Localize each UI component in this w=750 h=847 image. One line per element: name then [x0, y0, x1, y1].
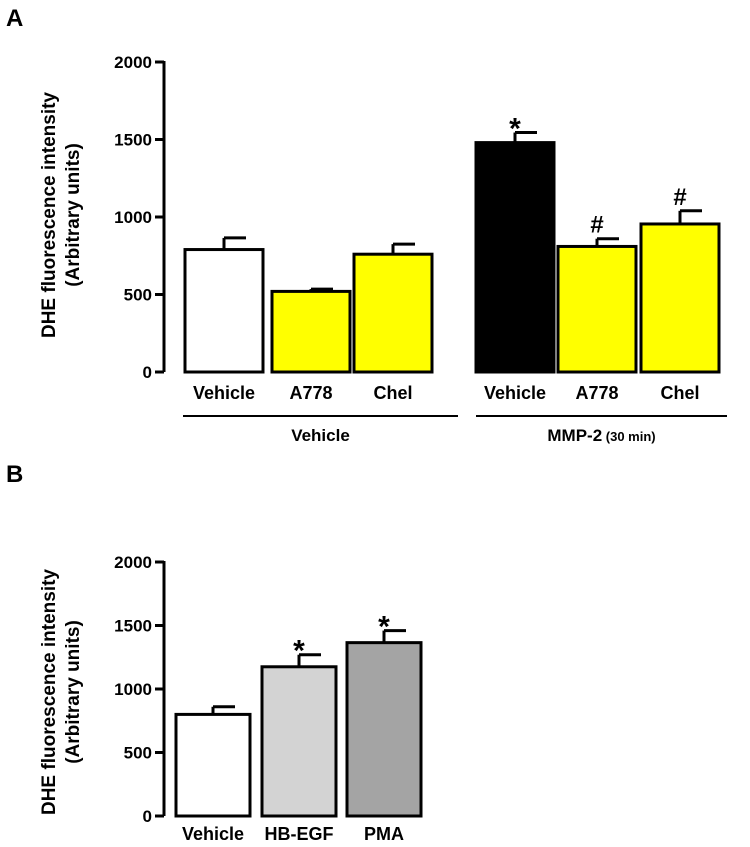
- a-ytick-label: 1500: [114, 131, 152, 150]
- panel-b-bars: **: [174, 611, 423, 818]
- b-bar: [345, 641, 423, 818]
- a-ytick-label: 0: [143, 363, 152, 382]
- a-bar: [474, 141, 556, 374]
- a-group-label-main: MMP-2: [547, 426, 602, 445]
- panel-b-ylabel-line2: (Arbitrary units): [63, 620, 84, 764]
- a-x-label: Chel: [373, 383, 412, 403]
- a-bar-annotation: *: [509, 113, 521, 146]
- b-bar-annotation: *: [293, 635, 305, 668]
- b-bar: [260, 665, 338, 818]
- a-group-label: MMP-2 (30 min): [547, 426, 655, 445]
- b-ytick-label: 1000: [114, 680, 152, 699]
- a-x-label: Vehicle: [193, 383, 255, 403]
- panel-b-ylabel-line1: DHE fluorescence intensity: [39, 569, 60, 815]
- panel-b: B DHE fluorescence intensity (Arbitrary …: [6, 461, 423, 844]
- a-ytick-label: 1000: [114, 208, 152, 227]
- b-x-label: PMA: [364, 824, 404, 844]
- b-x-label: HB-EGF: [265, 824, 334, 844]
- a-bar: [556, 244, 638, 374]
- panel-a-bars: * # #: [183, 113, 721, 374]
- a-bar-annotation: #: [673, 184, 686, 211]
- a-ytick-label: 500: [124, 286, 152, 305]
- a-x-label: A778: [575, 383, 618, 403]
- panel-b-label: B: [6, 461, 23, 488]
- panel-b-y-ticks: 0 500 1000 1500 2000: [114, 553, 164, 826]
- b-bar-annotation: *: [378, 611, 390, 644]
- b-ytick-label: 1500: [114, 617, 152, 636]
- a-x-label: A778: [289, 383, 332, 403]
- b-ytick-label: 2000: [114, 553, 152, 572]
- panel-a-groups: Vehicle MMP-2 (30 min): [183, 415, 727, 445]
- a-bar: [270, 289, 352, 374]
- a-bar: [183, 248, 265, 374]
- a-group-label-main: Vehicle: [291, 426, 350, 445]
- a-x-label: Vehicle: [484, 383, 546, 403]
- panel-a-ylabel-line2: (Arbitrary units): [63, 143, 84, 287]
- b-bar: [174, 712, 252, 818]
- b-ytick-label: 500: [124, 744, 152, 763]
- a-group-label-suffix: (30 min): [602, 429, 655, 444]
- a-group-label: Vehicle: [291, 426, 350, 445]
- b-ytick-label: 0: [143, 807, 152, 826]
- panel-a-ylabel-line1: DHE fluorescence intensity: [39, 92, 60, 338]
- a-x-label: Chel: [660, 383, 699, 403]
- a-ytick-label: 2000: [114, 53, 152, 72]
- a-bar-annotation: #: [590, 212, 603, 239]
- panel-a: A DHE fluorescence intensity (Arbitrary …: [6, 5, 727, 445]
- panel-b-x-labels: Vehicle HB-EGF PMA: [182, 824, 404, 844]
- a-bar: [352, 252, 434, 374]
- panel-a-label: A: [6, 5, 23, 32]
- b-x-label: Vehicle: [182, 824, 244, 844]
- a-bar: [639, 222, 721, 374]
- panel-a-x-labels: Vehicle A778 Chel Vehicle A778 Chel: [193, 383, 700, 403]
- panel-a-y-ticks: 0 500 1000 1500 2000: [114, 53, 164, 382]
